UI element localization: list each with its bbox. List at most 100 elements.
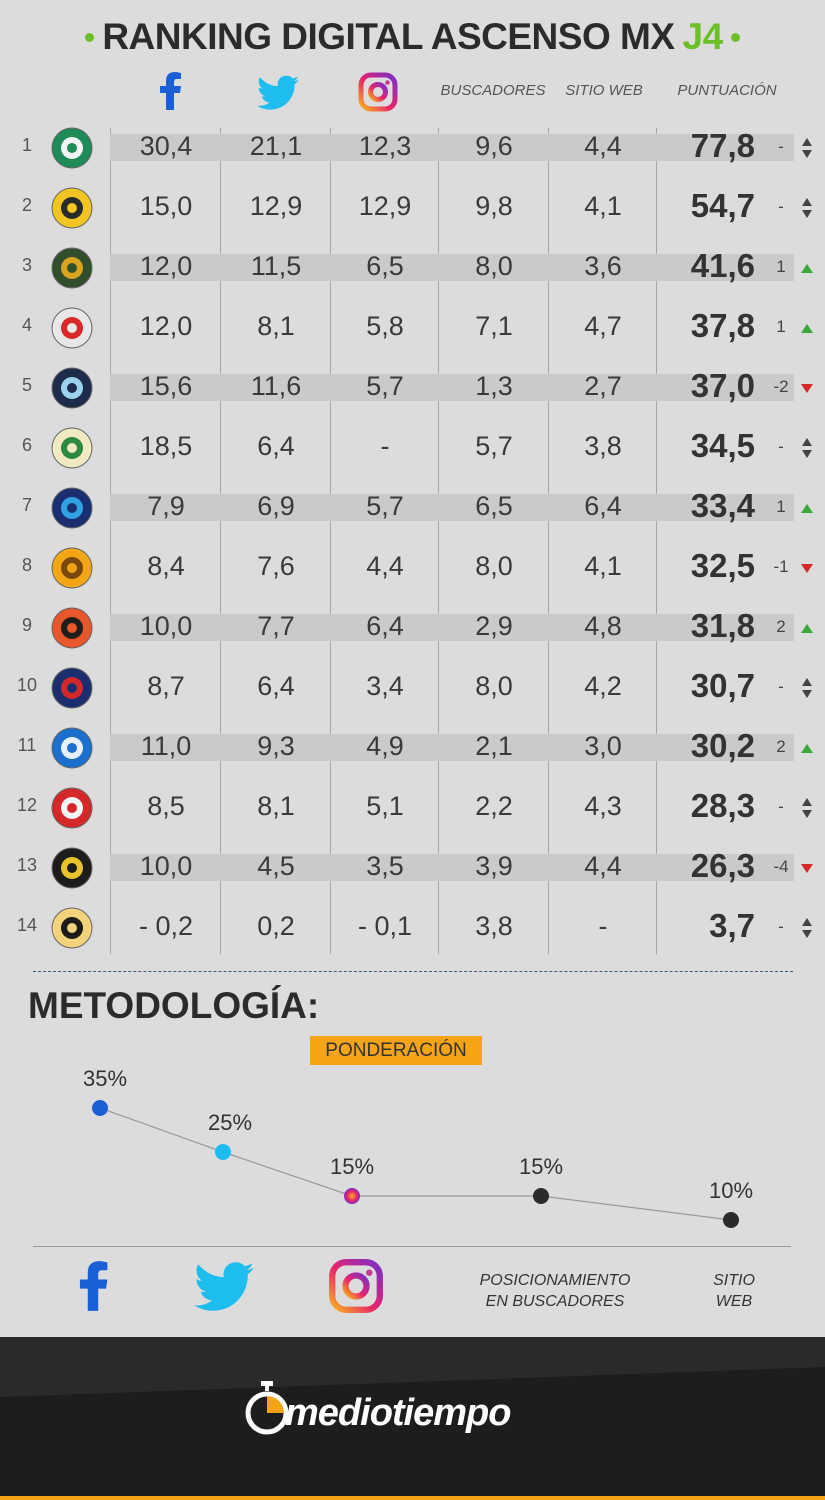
- cell-bus: 2,2: [475, 791, 513, 821]
- row-stripe: [110, 734, 794, 761]
- footer-stripe: [0, 1496, 825, 1500]
- legend-buscadores-line1: POSICIONAMIENTO: [479, 1272, 631, 1289]
- row-change: -: [778, 437, 784, 456]
- trend-same-icon: [802, 138, 812, 158]
- cell-fb: 7,9: [147, 491, 185, 521]
- cell-tw: 8,1: [257, 311, 295, 341]
- cell-fb: 30,4: [139, 131, 193, 161]
- cell-ig: 4,9: [366, 731, 404, 761]
- legend-buscadores-line2: EN BUSCADORES: [485, 1293, 625, 1310]
- row-change: 1: [776, 497, 786, 516]
- row-stripe: [110, 134, 794, 161]
- cell-tw: 21,1: [249, 131, 303, 161]
- row-score: 31,8: [690, 607, 755, 644]
- row-change: 1: [776, 257, 786, 276]
- row-rank: 1: [21, 135, 32, 155]
- cell-web: 4,4: [584, 131, 622, 161]
- row-stripe: [110, 254, 794, 281]
- trend-same-icon: [802, 798, 812, 818]
- row-change: 1: [776, 317, 786, 336]
- cell-bus: 3,8: [475, 911, 513, 941]
- row-rank: 4: [21, 315, 32, 335]
- legend-web: SITIO WEB: [694, 1270, 774, 1312]
- table-row: 12 8,5 8,1 5,1 2,2 4,3 28,3 -: [0, 778, 825, 838]
- row-rank: 11: [17, 735, 37, 755]
- grid-line: [110, 128, 111, 954]
- footer-diagonal: [0, 1367, 825, 1500]
- legend-web-line1: SITIO: [713, 1272, 755, 1289]
- cell-tw: 4,5: [257, 851, 295, 881]
- row-rank: 13: [16, 855, 38, 875]
- cell-web: 2,7: [584, 371, 622, 401]
- row-change: -: [778, 917, 784, 936]
- cell-web: 4,8: [584, 611, 622, 641]
- ponderacion-badge: PONDERACIÓN: [310, 1036, 482, 1065]
- title-text: RANKING DIGITAL ASCENSO MX: [102, 16, 675, 57]
- legend-buscadores: POSICIONAMIENTO EN BUSCADORES: [470, 1270, 640, 1312]
- col-head-puntuacion: PUNTUACIÓN: [677, 82, 777, 99]
- trend-up-icon: [801, 624, 813, 633]
- table-row: 3 12,0 11,5 6,5 8,0 3,6 41,6 1: [0, 238, 825, 298]
- row-change: 2: [776, 617, 786, 636]
- weight-label: 15%: [329, 1154, 375, 1179]
- row-score: 33,4: [690, 487, 755, 524]
- weight-label: 15%: [518, 1154, 564, 1179]
- cell-bus: 2,1: [475, 731, 513, 761]
- facebook-icon: [79, 1261, 108, 1311]
- cell-ig: 5,7: [366, 491, 404, 521]
- grid-line: [220, 128, 221, 954]
- cell-fb: 15,6: [139, 371, 193, 401]
- stopwatch-icon: [245, 1381, 289, 1435]
- row-change: -: [778, 137, 784, 156]
- title-accent: J4: [682, 16, 724, 57]
- cell-web: 3,0: [584, 731, 622, 761]
- trend-down-icon: [801, 384, 813, 393]
- grid-line: [656, 128, 657, 954]
- cell-ig: 12,3: [358, 131, 412, 161]
- row-rank: 14: [16, 915, 38, 935]
- cell-fb: 10,0: [139, 611, 193, 641]
- cell-web: -: [598, 911, 608, 941]
- table-row: 4 12,0 8,1 5,8 7,1 4,7 37,8 1: [0, 298, 825, 358]
- weight-point: [723, 1212, 739, 1228]
- trend-up-icon: [801, 504, 813, 513]
- col-head-buscadores: BUSCADORES: [440, 82, 546, 99]
- cell-tw: 6,4: [257, 671, 295, 701]
- page-title: RANKING DIGITAL ASCENSO MX J4: [0, 12, 825, 62]
- row-rank: 6: [21, 435, 32, 455]
- cell-bus: 6,5: [475, 491, 513, 521]
- footer: mediotiempo: [0, 1337, 825, 1500]
- weight-chart: [92, 1100, 739, 1228]
- row-stripe: [110, 374, 794, 401]
- cell-fb: - 0,2: [138, 911, 194, 941]
- team-logo: [51, 367, 93, 409]
- team-logo: [51, 247, 93, 289]
- team-logo: [51, 907, 93, 949]
- weight-point: [215, 1144, 231, 1160]
- cell-bus: 8,0: [475, 671, 513, 701]
- facebook-icon: [160, 72, 181, 110]
- row-change: -1: [773, 557, 789, 576]
- team-logo: [51, 667, 93, 709]
- row-score: 3,7: [709, 907, 755, 944]
- grid-line: [438, 128, 439, 954]
- cell-tw: 9,3: [257, 731, 295, 761]
- trend-same-icon: [802, 198, 812, 218]
- cell-fb: 8,4: [147, 551, 185, 581]
- weight-label: 35%: [82, 1066, 128, 1091]
- table-row: 10 8,7 6,4 3,4 8,0 4,2 30,7 -: [0, 658, 825, 718]
- cell-tw: 7,7: [257, 611, 295, 641]
- table-row: 5 15,6 11,6 5,7 1,3 2,7 37,0 -2: [0, 358, 825, 418]
- instagram-icon: [358, 72, 398, 112]
- row-stripe: [110, 494, 794, 521]
- trend-same-icon: [802, 918, 812, 938]
- trend-down-icon: [801, 564, 813, 573]
- weight-label: 25%: [207, 1110, 253, 1135]
- row-score: 30,7: [690, 667, 755, 704]
- row-rank: 9: [21, 615, 32, 635]
- cell-ig: 6,4: [366, 611, 404, 641]
- cell-tw: 7,6: [257, 551, 295, 581]
- grid-line: [330, 128, 331, 954]
- cell-web: 4,4: [584, 851, 622, 881]
- row-score: 28,3: [690, 787, 755, 824]
